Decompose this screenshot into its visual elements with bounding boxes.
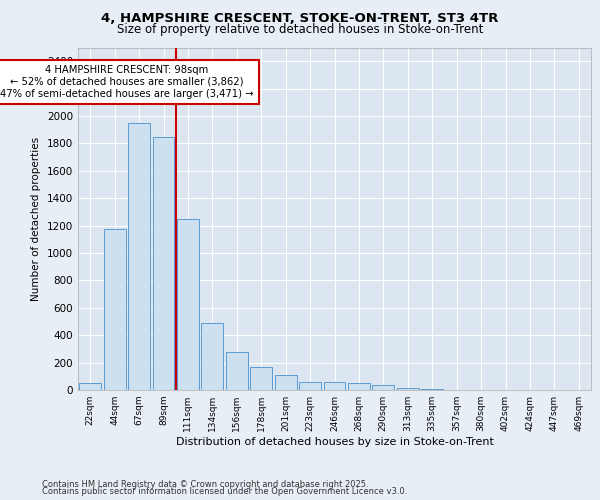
Text: 4, HAMPSHIRE CRESCENT, STOKE-ON-TRENT, ST3 4TR: 4, HAMPSHIRE CRESCENT, STOKE-ON-TRENT, S… xyxy=(101,12,499,26)
Bar xyxy=(202,323,223,390)
Text: Contains public sector information licensed under the Open Government Licence v3: Contains public sector information licen… xyxy=(42,487,407,496)
Text: Size of property relative to detached houses in Stoke-on-Trent: Size of property relative to detached ho… xyxy=(117,22,483,36)
Bar xyxy=(177,219,199,390)
Bar xyxy=(275,375,296,390)
Bar xyxy=(226,352,248,390)
Text: 4 HAMPSHIRE CRESCENT: 98sqm
← 52% of detached houses are smaller (3,862)
47% of : 4 HAMPSHIRE CRESCENT: 98sqm ← 52% of det… xyxy=(0,66,254,98)
Bar xyxy=(79,383,101,390)
Bar xyxy=(128,123,150,390)
Bar xyxy=(348,383,370,390)
X-axis label: Distribution of detached houses by size in Stoke-on-Trent: Distribution of detached houses by size … xyxy=(176,437,493,447)
Bar xyxy=(152,136,175,390)
Bar xyxy=(250,366,272,390)
Bar xyxy=(299,382,321,390)
Bar xyxy=(373,384,394,390)
Y-axis label: Number of detached properties: Number of detached properties xyxy=(31,136,41,301)
Bar xyxy=(323,382,346,390)
Text: Contains HM Land Registry data © Crown copyright and database right 2025.: Contains HM Land Registry data © Crown c… xyxy=(42,480,368,489)
Bar xyxy=(397,388,419,390)
Bar xyxy=(104,229,125,390)
